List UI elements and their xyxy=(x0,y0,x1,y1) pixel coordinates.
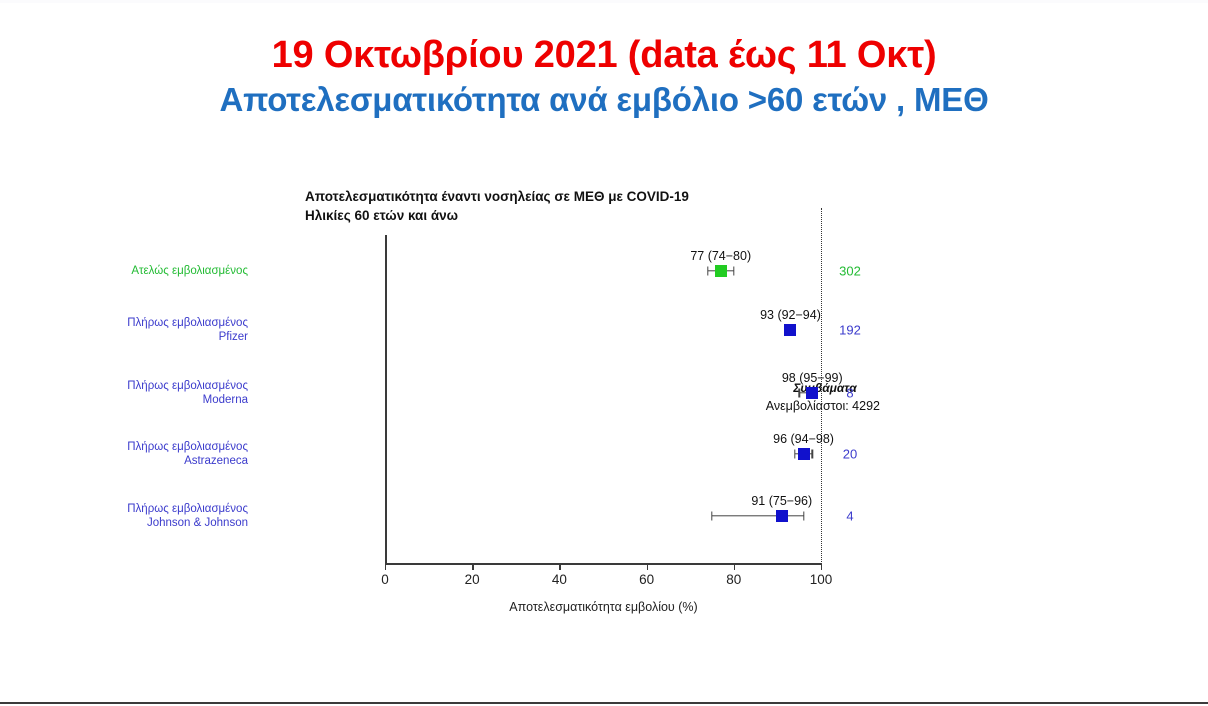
y-axis-line xyxy=(385,235,387,563)
events-count: 20 xyxy=(842,446,858,462)
x-tick-60 xyxy=(646,563,648,570)
category-label: Πλήρως εμβολιασμένος Astrazeneca xyxy=(0,440,248,468)
x-tick-label-60: 60 xyxy=(639,572,655,587)
point-estimate-label: 98 (95−99) xyxy=(781,371,843,385)
category-label-line1: Πλήρως εμβολιασμένος xyxy=(127,317,248,329)
confidence-interval-cap-upper xyxy=(802,511,805,521)
category-label-line2: Pfizer xyxy=(218,331,248,343)
events-count: 4 xyxy=(846,508,854,524)
x-tick-40 xyxy=(559,563,561,570)
point-estimate-label: 91 (75−96) xyxy=(751,494,813,508)
events-count: 8 xyxy=(846,385,854,401)
point-marker xyxy=(775,510,788,522)
confidence-interval-cap-upper xyxy=(811,449,813,459)
confidence-interval-line xyxy=(712,515,804,517)
x-tick-label-100: 100 xyxy=(809,572,833,587)
events-count: 302 xyxy=(839,263,861,279)
confidence-interval-cap-lower xyxy=(798,388,800,398)
category-label: Ατελώς εμβολιασμένος xyxy=(0,264,248,278)
bottom-rule xyxy=(0,702,1208,704)
x-tick-label-20: 20 xyxy=(464,572,480,587)
x-tick-label-40: 40 xyxy=(551,572,567,587)
category-label-line1: Πλήρως εμβολιασμένος xyxy=(127,380,248,392)
point-estimate-label: 96 (94−98) xyxy=(773,432,834,446)
x-tick-100 xyxy=(821,563,823,570)
slide-title-date: 19 Οκτωβρίου 2021 (data έως 11 Οκτ) xyxy=(271,34,937,76)
top-edge-strip xyxy=(0,0,1208,3)
point-estimate-label: 77 (74−80) xyxy=(690,249,752,263)
category-label-line1: Ατελώς εμβολιασμένος xyxy=(131,265,248,277)
events-count: 192 xyxy=(839,322,861,338)
chart-title-line1: Αποτελεσματικότητα έναντι νοσηλείας σε Μ… xyxy=(305,189,689,204)
confidence-interval-cap-lower xyxy=(711,511,713,521)
point-marker xyxy=(784,324,797,336)
forest-plot-figure: Αποτελεσματικότητα έναντι νοσηλείας σε Μ… xyxy=(0,178,1208,648)
category-label: Πλήρως εμβολιασμένος Moderna xyxy=(0,379,248,407)
category-label-line2: Moderna xyxy=(202,394,248,406)
x-axis-line xyxy=(385,563,822,565)
x-tick-0 xyxy=(385,563,387,570)
point-estimate-label: 93 (92−94) xyxy=(760,308,821,322)
point-marker xyxy=(806,387,819,399)
x-tick-20 xyxy=(472,563,474,570)
chart-title: Αποτελεσματικότητα έναντι νοσηλείας σε Μ… xyxy=(305,187,689,225)
x-axis-label: Αποτελεσματικότητα εμβολίου (%) xyxy=(509,600,698,614)
category-label: Πλήρως εμβολιασμένος Pfizer xyxy=(0,316,248,344)
chart-title-line2: Ηλικίες 60 ετών και άνω xyxy=(305,208,459,223)
x-tick-label-80: 80 xyxy=(726,572,742,587)
slide-title-block: 19 Οκτωβρίου 2021 (data έως 11 Οκτ) Αποτ… xyxy=(0,32,1208,122)
category-label-line2: Johnson & Johnson xyxy=(146,517,248,529)
x-tick-label-0: 0 xyxy=(381,572,389,587)
x-tick-80 xyxy=(733,563,736,570)
slide-title-subject: Αποτελεσματικότητα ανά εμβόλιο >60 ετών … xyxy=(219,81,989,118)
category-label-line1: Πλήρως εμβολιασμένος xyxy=(127,503,248,515)
point-marker xyxy=(714,265,727,277)
category-label-line2: Astrazeneca xyxy=(184,455,248,467)
reference-line-100 xyxy=(821,208,822,566)
confidence-interval-cap-lower xyxy=(706,266,709,276)
point-marker xyxy=(797,448,810,460)
category-label: Πλήρως εμβολιασμένος Johnson & Johnson xyxy=(0,502,248,530)
category-label-line1: Πλήρως εμβολιασμένος xyxy=(127,441,248,453)
unvaccinated-events-label: Ανεμβολίαστοι: 4292 xyxy=(765,399,880,413)
plot-area: 0 20 40 60 80 100 Αποτελεσματικότητα εμβολίου… xyxy=(0,178,1208,648)
confidence-interval-cap-upper xyxy=(733,266,735,276)
confidence-interval-cap-lower xyxy=(794,449,796,459)
